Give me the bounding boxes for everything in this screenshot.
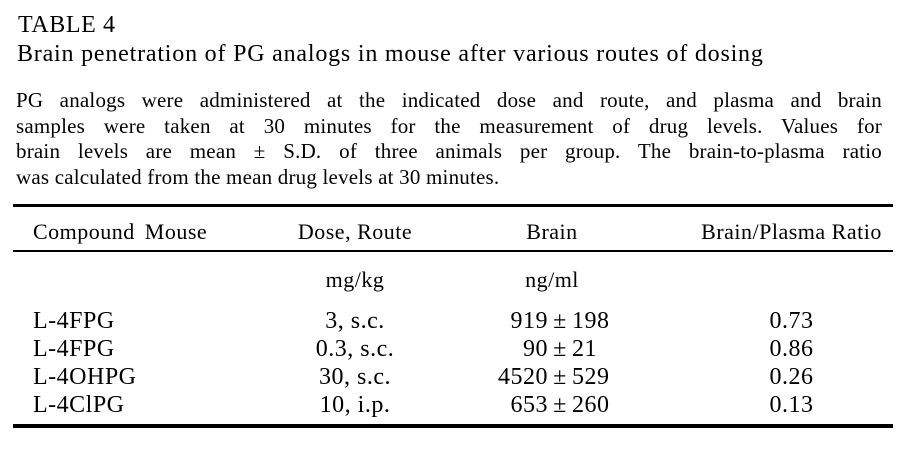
table-row: L-4FPG 3, s.c. 919 ± 198 0.73 xyxy=(13,308,893,336)
description-line: PG analogs were administered at the indi… xyxy=(16,88,882,112)
description-line: brain levels are mean ± S.D. of three an… xyxy=(16,139,882,163)
cell-dose-route: 0.3, s.c. xyxy=(315,336,395,362)
cell-brain: 919 ± 198 xyxy=(475,308,645,336)
column-header-brain-plasma-ratio: Brain/Plasma Ratio xyxy=(701,219,882,244)
table-row: L-4ClPG 10, i.p. 653 ± 260 0.13 xyxy=(13,392,893,420)
document-title: Brain penetration of PG analogs in mouse… xyxy=(17,41,764,67)
brain-sd: 260 xyxy=(572,392,610,418)
plus-minus-sign: ± xyxy=(553,364,567,390)
cell-dose-route: 30, s.c. xyxy=(319,364,391,390)
column-header-brain-label: Brain xyxy=(526,219,578,244)
units-brain: ng/ml xyxy=(475,267,645,292)
table-rule-top xyxy=(13,204,893,207)
table-units-row: mg/kg ng/ml xyxy=(13,267,893,292)
cell-brain: 90 ± 21 xyxy=(475,336,645,364)
column-header-brain: Brain xyxy=(475,219,645,244)
plus-minus-sign: ± xyxy=(553,336,567,362)
description-line: was calculated from the mean drug levels… xyxy=(16,164,500,189)
cell-ratio: 0.86 xyxy=(769,336,814,362)
plus-minus-sign: ± xyxy=(553,392,567,418)
description-line: samples were taken at 30 minutes for the… xyxy=(16,113,882,138)
brain-sd: 198 xyxy=(572,308,610,334)
cell-ratio: 0.26 xyxy=(769,364,814,390)
brain-value: 90 xyxy=(523,336,548,362)
table-row: L-4FPG 0.3, s.c. 90 ± 21 0.86 xyxy=(13,336,893,364)
cell-compound: L-4OHPG xyxy=(33,364,137,390)
column-header-compound: Compound Mouse xyxy=(33,219,208,244)
table-label: TABLE 4 xyxy=(18,12,116,38)
cell-compound: L-4FPG xyxy=(33,308,115,334)
units-dose: mg/kg xyxy=(325,267,385,292)
cell-compound: L-4FPG xyxy=(33,336,115,362)
brain-sd: 21 xyxy=(572,336,597,362)
table-rule-middle xyxy=(13,250,893,252)
cell-compound: L-4ClPG xyxy=(33,392,125,418)
column-header-dose-route: Dose, Route xyxy=(297,219,413,244)
cell-brain: 4520 ± 529 xyxy=(475,364,645,392)
cell-brain: 653 ± 260 xyxy=(475,392,645,420)
table-header-row: Compound Mouse Dose, Route Brain Brain/P… xyxy=(13,219,893,244)
table-row: L-4OHPG 30, s.c. 4520 ± 529 0.26 xyxy=(13,364,893,392)
brain-sd: 529 xyxy=(572,364,610,390)
cell-ratio: 0.73 xyxy=(769,308,814,334)
brain-value: 4520 xyxy=(498,364,548,390)
table-rule-bottom xyxy=(13,424,893,428)
cell-dose-route: 3, s.c. xyxy=(325,308,385,334)
cell-dose-route: 10, i.p. xyxy=(319,392,391,418)
table-description: PG analogs were administered at the indi… xyxy=(16,88,882,190)
brain-value: 653 xyxy=(510,392,548,418)
units-brain-label: ng/ml xyxy=(525,267,579,292)
brain-value: 919 xyxy=(510,308,548,334)
plus-minus-sign: ± xyxy=(553,308,567,334)
cell-ratio: 0.13 xyxy=(769,392,814,418)
